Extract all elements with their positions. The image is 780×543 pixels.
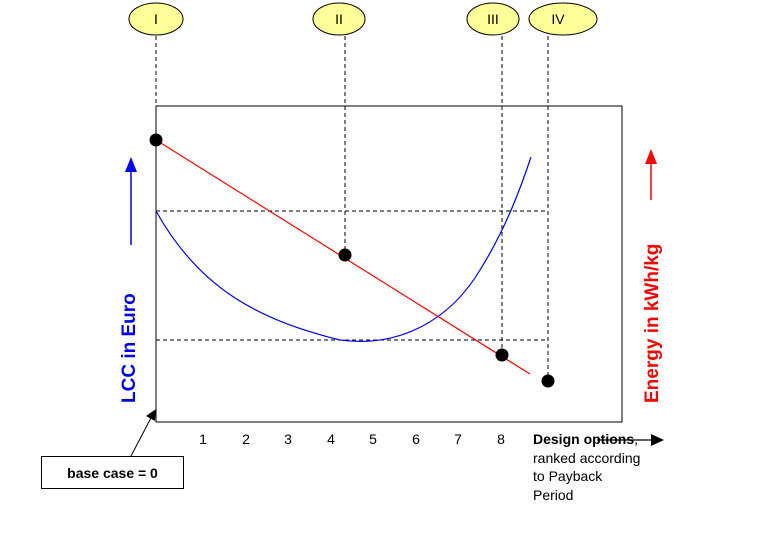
x-tick-1: 1 [199,431,207,447]
point-option-iii [495,348,509,362]
energy-axis-title: Energy in kWh/kg [642,244,663,403]
lcc-curve [155,156,532,342]
point-option-iv [541,374,555,388]
base-case-label: base case = 0 [67,465,158,481]
x-axis-arrow [597,434,664,446]
lcc-axis-arrow [125,157,137,245]
option-bubble-i: I [128,2,184,36]
energy-axis-arrow [645,149,657,200]
point-option-ii [338,248,352,262]
option-label-i: I [154,11,158,27]
lcc-axis-title: LCC in Euro [119,293,140,403]
x-axis-title-comma: , [634,431,639,447]
x-tick-labels: 1 2 3 4 5 6 7 8 [199,431,505,447]
x-tick-2: 2 [242,431,250,447]
plot-frame [155,105,623,423]
x-axis-title: Design options, ranked according to Payb… [533,430,643,504]
x-axis-title-rest: ranked according to Payback Period [533,449,641,503]
option-bubble-iv: IV [528,2,598,36]
point-option-i [149,133,163,147]
option-bubble-iii: III [466,2,520,36]
option-label-iii: III [487,11,499,27]
x-tick-6: 6 [412,431,420,447]
x-tick-4: 4 [327,431,335,447]
x-axis-title-bold: Design options [533,431,635,447]
option-label-ii: II [335,11,343,27]
base-case-box: base case = 0 [41,456,184,489]
x-tick-7: 7 [454,431,462,447]
x-tick-3: 3 [284,431,292,447]
option-label-iv: IV [551,11,565,27]
base-case-arrow [130,409,156,457]
option-bubble-ii: II [312,2,366,36]
x-tick-8: 8 [497,431,505,447]
x-tick-5: 5 [369,431,377,447]
